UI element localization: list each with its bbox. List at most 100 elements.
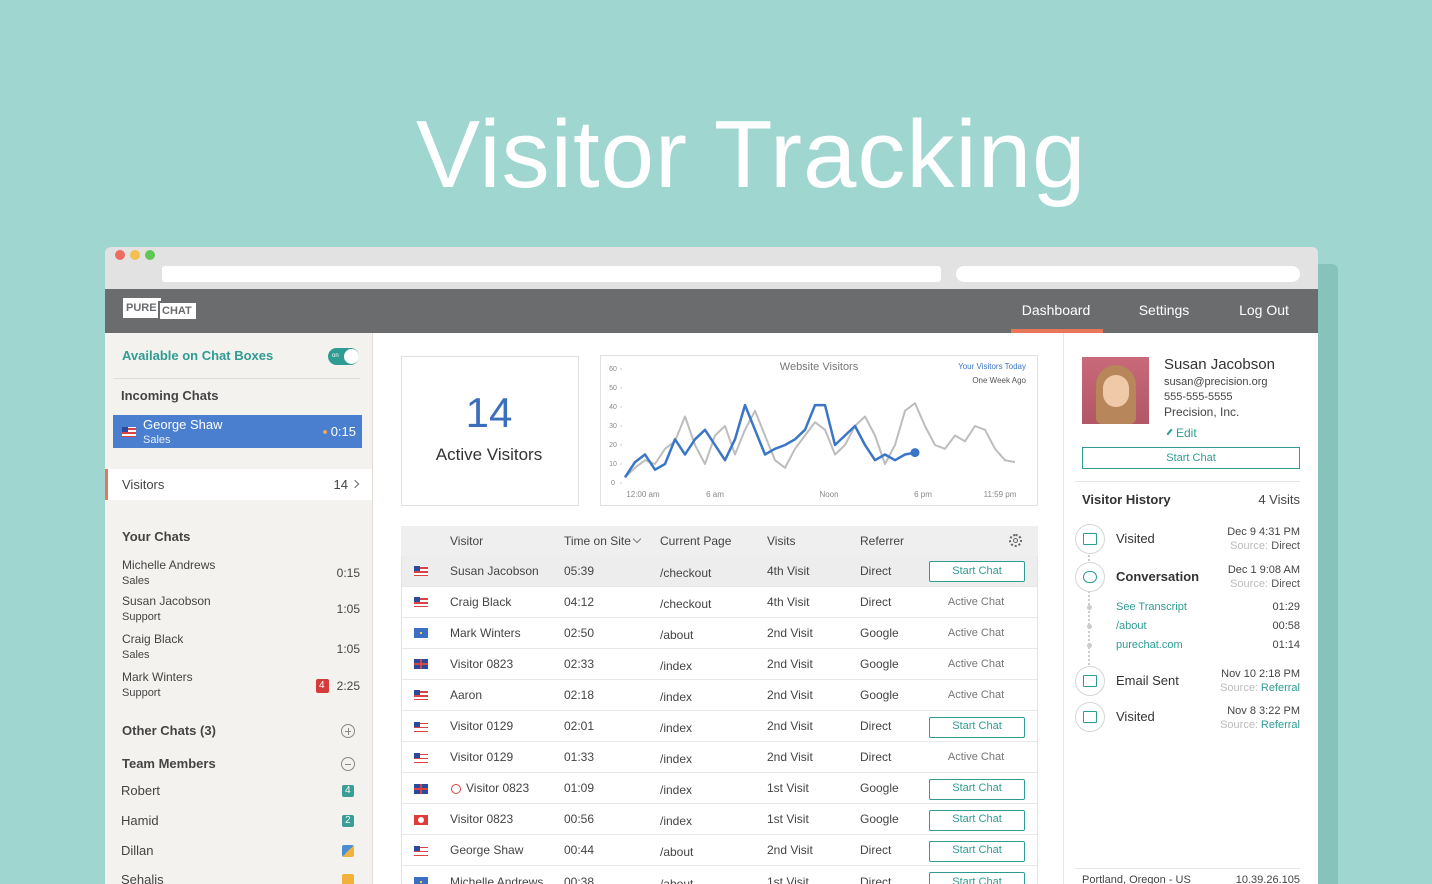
- history-event: Email Sent: [1116, 673, 1179, 688]
- start-chat-label[interactable]: Start Chat: [1166, 451, 1216, 464]
- table-cell: /index: [660, 752, 693, 767]
- window-button[interactable]: [130, 250, 140, 260]
- table-row[interactable]: [402, 617, 1037, 649]
- page-link[interactable]: /about: [1116, 619, 1147, 632]
- incoming-card[interactable]: [113, 415, 362, 448]
- start-chat-button[interactable]: [929, 872, 1025, 884]
- start-chat-button[interactable]: [929, 561, 1025, 582]
- history-date: Dec 1 9:08 AM: [1227, 563, 1300, 576]
- table-cell: 00:38: [564, 874, 595, 884]
- logo-chat: [158, 301, 198, 321]
- flag-stripe: [414, 606, 428, 608]
- start-chat-label[interactable]: Start Chat: [952, 844, 1002, 857]
- page-link[interactable]: See Transcript: [1116, 600, 1187, 613]
- start-chat-label[interactable]: Start Chat: [952, 720, 1002, 732]
- y-tick-label: 10: [609, 461, 617, 468]
- column-header[interactable]: Referrer: [860, 533, 905, 548]
- start-chat-label[interactable]: Start Chat: [952, 875, 1002, 884]
- start-chat-button[interactable]: [929, 778, 1025, 800]
- table-cell: 2nd Visit: [767, 656, 813, 671]
- window-button[interactable]: [145, 250, 155, 260]
- profile-phone: 555-555-5555: [1164, 390, 1233, 403]
- y-tick-label: 30: [609, 423, 617, 430]
- nav-item[interactable]: Settings: [1138, 302, 1190, 318]
- table-cell: /about: [660, 845, 694, 860]
- chat-name[interactable]: Susan Jacobson: [122, 593, 211, 608]
- address-bar[interactable]: [162, 266, 941, 282]
- timeline-glyph: [1083, 533, 1097, 545]
- line-end-dot: [910, 448, 920, 458]
- flag-stripe: [414, 730, 428, 732]
- table-row[interactable]: [402, 742, 1037, 774]
- active-label: Active Visitors: [435, 445, 543, 464]
- active-chat-label: Active Chat: [947, 595, 1005, 608]
- column-header[interactable]: Current Page: [660, 533, 732, 548]
- team-member[interactable]: Sehalis: [121, 872, 164, 884]
- chat-name[interactable]: Michelle Andrews: [122, 557, 216, 572]
- settings-gear[interactable]: [1009, 534, 1022, 547]
- start-chat-button[interactable]: [1082, 447, 1300, 469]
- team-member[interactable]: Hamid: [121, 813, 159, 828]
- start-chat-label[interactable]: Start Chat: [952, 564, 1002, 577]
- history-source-label: Source:: [1230, 577, 1268, 590]
- circle-button[interactable]: [341, 757, 355, 771]
- navbar: [105, 289, 1318, 333]
- chat-dept: Support: [122, 610, 161, 623]
- table-cell: Google: [860, 781, 899, 796]
- y-tick-label: 40: [609, 404, 617, 411]
- visitor-ip: 10.39.26.105: [1235, 873, 1300, 884]
- team-member[interactable]: Dillan: [121, 843, 154, 858]
- flag-stripe: [414, 691, 428, 693]
- flag: [122, 427, 136, 437]
- y-tick-label: 50: [609, 385, 617, 392]
- start-chat-button[interactable]: [929, 840, 1025, 862]
- column-header[interactable]: Visits: [767, 533, 796, 548]
- team-member[interactable]: Robert: [121, 783, 161, 798]
- edit-link[interactable]: Edit: [1176, 425, 1197, 440]
- section-title: Your Chats: [122, 529, 191, 544]
- section-title[interactable]: Other Chats (3): [122, 723, 216, 738]
- nav-item[interactable]: Log Out: [1239, 302, 1289, 318]
- chat-name[interactable]: Mark Winters: [122, 669, 193, 684]
- table-cell: /index: [660, 658, 693, 673]
- table-cell: 02:50: [564, 625, 595, 640]
- column-header[interactable]: Visitor: [450, 533, 484, 548]
- table-cell: 4th Visit: [767, 563, 810, 578]
- chat-name[interactable]: Craig Black: [122, 631, 184, 646]
- page-link[interactable]: purechat.com: [1116, 638, 1183, 651]
- table-cell: 2nd Visit: [767, 843, 813, 858]
- chat-time: 1:05: [336, 641, 360, 656]
- active-chat-label: Active Chat: [947, 688, 1005, 701]
- section-title[interactable]: Team Members: [122, 756, 216, 771]
- logo-text: CHAT: [162, 304, 192, 317]
- table-row[interactable]: [402, 586, 1037, 618]
- table-cell: Direct: [860, 719, 892, 733]
- table-cell: Michelle Andrews: [450, 874, 544, 884]
- chat-dept: Sales: [122, 574, 150, 587]
- timeline-glyph: [1083, 675, 1097, 687]
- visitors-row[interactable]: [105, 469, 372, 500]
- table-row[interactable]: [402, 648, 1037, 680]
- chat-dept: Sales: [122, 648, 150, 661]
- start-chat-label[interactable]: Start Chat: [952, 813, 1002, 826]
- nav-item[interactable]: Dashboard: [1021, 302, 1091, 318]
- x-tick-label: 6 am: [706, 490, 724, 499]
- table-row[interactable]: [402, 866, 1037, 884]
- circle-button[interactable]: [341, 724, 355, 738]
- flag: [414, 690, 428, 701]
- active-chat-label: Active Chat: [947, 657, 1005, 670]
- page-time: 01:29: [1272, 600, 1300, 613]
- table-row[interactable]: [402, 679, 1037, 711]
- table-cell: Visitor 0823: [450, 656, 514, 671]
- column-header[interactable]: Time on Site: [564, 533, 631, 548]
- start-chat-button[interactable]: [929, 716, 1025, 738]
- flag-stripe: [414, 757, 428, 760]
- start-chat-button[interactable]: [929, 809, 1025, 831]
- profile-email: susan@precision.org: [1164, 375, 1268, 388]
- start-chat-label[interactable]: Start Chat: [952, 782, 1002, 795]
- availability[interactable]: Available on Chat Boxes: [122, 348, 274, 363]
- window-button[interactable]: [115, 250, 125, 260]
- visitor-location: Portland, Oregon - US: [1082, 873, 1191, 884]
- active-count: 14: [465, 388, 513, 436]
- search-bar[interactable]: [956, 266, 1300, 282]
